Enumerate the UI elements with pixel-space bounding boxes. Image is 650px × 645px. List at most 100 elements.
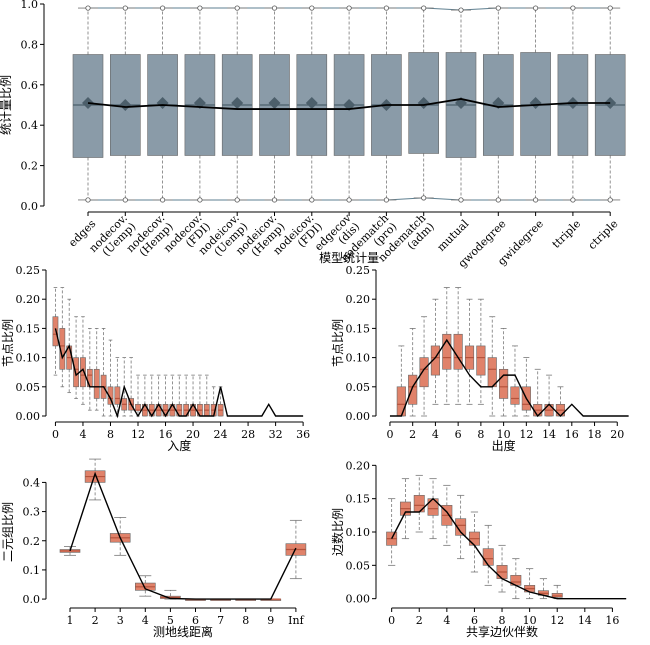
upper-point <box>85 5 91 11</box>
lower-point <box>421 195 427 201</box>
upper-point <box>309 5 315 11</box>
box <box>427 498 439 516</box>
x-tick-label: 18 <box>588 428 602 441</box>
upper-point <box>234 5 240 11</box>
x-tick-label: 8 <box>107 428 114 441</box>
x-tick-label: 10 <box>523 614 537 627</box>
x-tick-label: 14 <box>542 428 556 441</box>
y-tick-label: 0.20 <box>346 293 371 306</box>
upper-point <box>346 5 352 11</box>
lower-point <box>197 197 203 203</box>
box <box>551 593 563 598</box>
y-tick-label: 0.15 <box>346 493 371 506</box>
box <box>510 386 520 405</box>
y-tick-label: 0.4 <box>21 119 39 132</box>
y-axis-label: 统计量比例 <box>0 75 13 135</box>
x-tick-label: 28 <box>241 428 255 441</box>
x-tick-label: 3 <box>117 614 124 627</box>
upper-point <box>458 7 464 13</box>
x-tick-label: Inf <box>288 614 304 627</box>
y-tick-label: 0.10 <box>346 352 371 365</box>
x-axis-label: 模型统计量 <box>319 251 379 265</box>
observed-line <box>69 471 297 600</box>
x-tick-label: 0 <box>52 428 59 441</box>
x-tick-label: 20 <box>186 428 200 441</box>
mean-marker <box>119 99 132 111</box>
x-axis-label: 测地线距离 <box>153 624 213 639</box>
observed-line <box>389 338 629 418</box>
x-tick-label: 6 <box>455 428 462 441</box>
x-tick-label: 16 <box>565 428 579 441</box>
upper-point <box>532 5 539 11</box>
x-tick-label: 9 <box>267 614 274 627</box>
upper-point <box>122 5 128 11</box>
x-tick-label: 6 <box>192 614 199 627</box>
y-tick-label: 0.3 <box>23 506 41 519</box>
x-tick-label: 4 <box>443 614 450 627</box>
y-tick-label: 0.20 <box>346 459 371 472</box>
x-tick-label-line: mutual <box>435 217 472 254</box>
y-tick-label: 0.4 <box>23 476 41 489</box>
box <box>93 368 100 399</box>
lower-point <box>234 197 240 203</box>
box <box>135 404 141 411</box>
x-tick-label: 12 <box>131 428 145 441</box>
x-tick-label: 0 <box>388 614 395 627</box>
mean-marker <box>417 96 430 109</box>
x-tick-label: mutual <box>435 217 472 254</box>
y-tick-label: 1.0 <box>21 0 39 11</box>
y-tick-label: 0.10 <box>346 526 371 539</box>
x-tick-label: 5 <box>167 614 174 627</box>
x-tick-label: 10 <box>497 428 511 441</box>
lower-point <box>309 197 315 203</box>
box <box>419 357 429 388</box>
x-tick-label-line: ctriple <box>586 217 621 252</box>
y-tick-label: 0.00 <box>346 410 371 423</box>
x-tick-label: 4 <box>142 614 149 627</box>
box <box>482 548 494 566</box>
upper-point <box>271 5 278 11</box>
y-tick-label: 0.10 <box>16 352 41 365</box>
x-tick-label: ctriple <box>586 217 621 252</box>
x-tick-label: 4 <box>432 428 439 441</box>
upper-point <box>570 5 576 11</box>
x-axis-label: 入度 <box>167 438 191 453</box>
mean-marker <box>305 96 318 109</box>
x-tick-label: 32 <box>269 428 283 441</box>
box <box>396 386 406 417</box>
lower-point <box>346 197 352 203</box>
x-tick-label: ttriple <box>550 217 584 251</box>
x-axis-label: 出度 <box>492 438 516 453</box>
y-tick-label: 0.00 <box>16 410 41 423</box>
x-tick-label: 4 <box>79 428 86 441</box>
box <box>107 386 114 405</box>
chart-indegree: 0.00 0.05 0.10 0.15 0.20 0.25 节点比例 0 4 8 12 16 20 24 2… <box>1 264 310 453</box>
x-tick-label: 8 <box>242 614 249 627</box>
x-tick-label: 2 <box>416 614 423 627</box>
x-tick-label-line: ttriple <box>550 217 584 251</box>
lower-point <box>271 197 278 203</box>
y-tick-label: 0.0 <box>23 593 41 606</box>
box <box>408 374 418 405</box>
y-tick-label: 0.2 <box>23 535 41 548</box>
y-tick-label: 0.1 <box>23 564 41 577</box>
y-tick-label: 0.2 <box>21 160 39 173</box>
x-tick-label: 14 <box>578 614 592 627</box>
lower-point <box>160 197 166 203</box>
box <box>476 345 486 376</box>
box <box>442 333 452 370</box>
box <box>86 368 93 388</box>
x-tick-label: 1 <box>67 614 74 627</box>
x-tick-label: nodecov.(Hemp) <box>124 212 176 264</box>
y-tick-label: 0.25 <box>16 264 41 277</box>
x-tick-label: 12 <box>519 428 533 441</box>
x-tick-label: nodecov.(Uemp) <box>87 212 139 264</box>
box <box>455 518 467 536</box>
lower-point <box>570 197 576 203</box>
y-axis-label: 边数比例 <box>330 508 345 556</box>
box <box>114 386 121 405</box>
observed-line <box>54 328 304 419</box>
upper-point <box>197 5 203 11</box>
